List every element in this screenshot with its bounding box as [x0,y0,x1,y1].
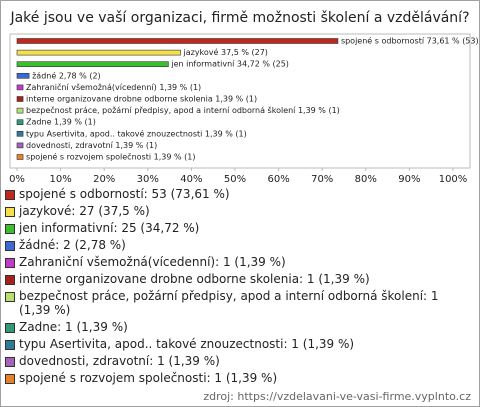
value-label: interne organizovane drobne odborne skol… [26,95,257,104]
x-tick-label: 50% [224,174,246,183]
legend-label: typu Asertivita, apod.. takové znouzectn… [19,337,355,351]
legend-label: jazykové: 27 (37,5 %) [19,204,150,218]
x-tick-label: 10% [49,174,71,183]
value-label: jen informativní 34,72 % (25) [170,60,289,69]
chart: Jaké jsou ve vaší organizaci, firmě možn… [9,10,479,185]
legend-item: interne organizovane drobne odborne skol… [5,272,473,286]
legend-item: typu Asertivita, apod.. takové znouzectn… [5,337,473,351]
legend-label: Zahraniční všemožná(vícedenní): 1 (1,39 … [19,255,286,269]
bar [16,96,24,102]
x-tick-label: 100% [439,174,468,183]
chart-title: Jaké jsou ve vaší organizaci, firmě možn… [9,10,469,26]
legend-swatch [5,374,15,384]
legend-label: interne organizovane drobne odborne skol… [19,272,370,286]
value-label: žádné 2,78 % (2) [32,70,101,80]
legend-item: spojené s odborností: 53 (73,61 %) [5,187,473,201]
value-label: Zahraniční všemožná(vícedenní) 1,39 % (1… [26,82,201,92]
value-label: typu Asertivita, apod.. takové znouzectn… [26,128,247,138]
legend-swatch [5,275,15,285]
legend-label: spojené s rozvojem společnosti: 1 (1,39 … [19,371,278,385]
legend-label: spojené s odborností: 53 (73,61 %) [19,187,230,201]
x-tick-label: 20% [93,174,115,183]
legend-item: Zahraniční všemožná(vícedenní): 1 (1,39 … [5,255,473,269]
bar [16,154,24,160]
value-label: jazykové 37,5 % (27) [183,47,268,57]
value-label: bezpečnost práce, požární předpisy, apod… [26,105,340,115]
legend: spojené s odborností: 53 (73,61 %) jazyko… [5,187,473,388]
legend-label: jen informativní: 25 (34,72 %) [19,221,200,235]
legend-swatch [5,224,15,234]
legend-item: jazykové: 27 (37,5 %) [5,204,473,218]
x-tick-label: 0% [9,174,25,183]
legend-item: žádné: 2 (2,78 %) [5,238,473,252]
bar [16,84,24,91]
legend-label: bezpečnost práce, požární předpisy, apod… [19,289,439,317]
legend-swatch [5,241,15,251]
legend-swatch [5,190,15,200]
x-tick-label: 40% [180,174,202,183]
bar [16,107,24,114]
legend-swatch [5,340,15,350]
legend-item: spojené s rozvojem společnosti: 1 (1,39 … [5,371,473,385]
legend-item: jen informativní: 25 (34,72 %) [5,221,473,235]
value-label: spojené s odborností 73,61 % (53) [341,36,479,46]
x-tick-label: 60% [267,174,289,183]
legend-label: dovednosti, zdravotní: 1 (1,39 %) [19,354,220,368]
legend-swatch [5,258,15,268]
legend-item: Zadne: 1 (1,39 %) [5,320,473,334]
bar [16,61,169,68]
bar [16,142,24,149]
bar [16,38,339,44]
legend-label: žádné: 2 (2,78 %) [19,238,126,252]
x-tick-label: 70% [311,174,333,183]
value-label: dovednosti, zdravotní 1,39 % (1) [26,141,157,150]
bar [16,119,24,125]
legend-swatch [5,323,15,333]
bar [16,131,24,137]
legend-swatch [5,207,15,217]
legend-swatch [5,357,15,367]
x-tick-label: 30% [137,174,159,183]
x-tick-label: 90% [398,174,420,183]
source: zdroj: https://vzdelavani-ve-vasi-firme.… [203,390,471,403]
bar [16,73,30,79]
legend-label: Zadne: 1 (1,39 %) [19,320,128,334]
x-tick-label: 80% [355,174,377,183]
value-label: Zadne 1,39 % (1) [26,118,96,127]
bar [16,49,181,56]
legend-item: bezpečnost práce, požární předpisy, apod… [5,289,473,317]
legend-item: dovednosti, zdravotní: 1 (1,39 %) [5,354,473,368]
legend-swatch [5,292,15,302]
value-label: spojené s rozvojem společnosti 1,39 % (1… [26,152,195,162]
plot-frame [9,33,471,169]
